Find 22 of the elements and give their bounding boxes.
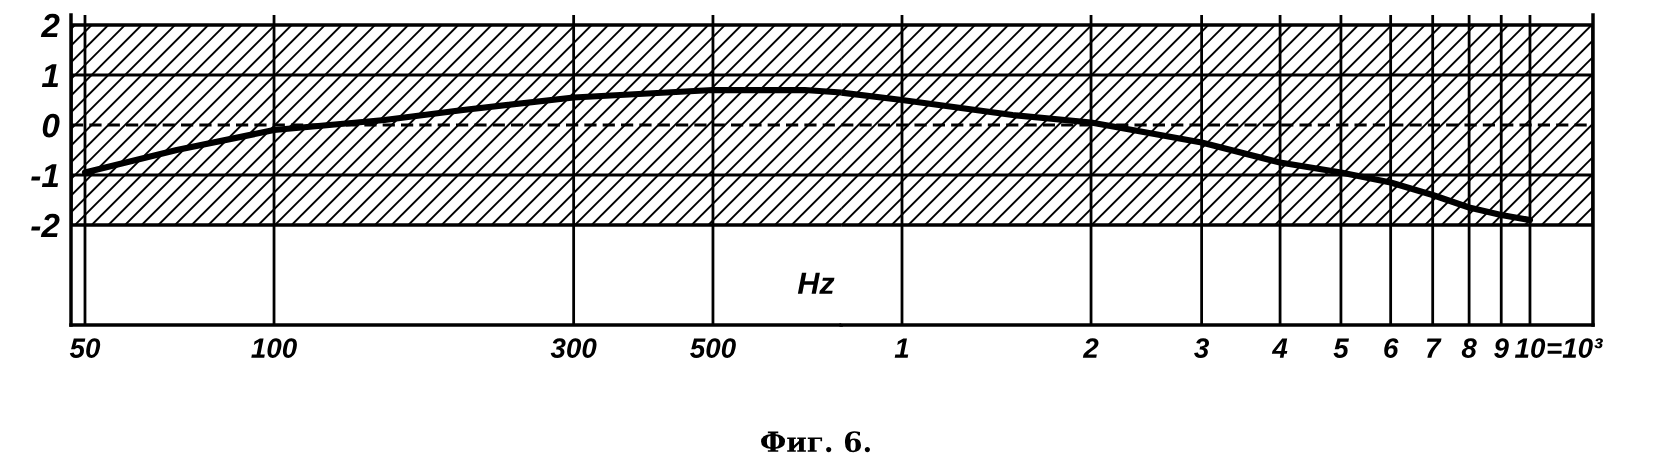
x-tick-label: 3 [1194, 338, 1210, 358]
x-tick-label: 6 [1384, 338, 1399, 358]
x-tick-label: 5 [1333, 338, 1349, 358]
x-tick-label: 500 [690, 338, 736, 358]
x-tick-label: 2 [1082, 338, 1099, 358]
x-tick-label: 300 [550, 338, 597, 358]
x-tick-label: 8 [1461, 338, 1477, 358]
y-tick-label: 0 [42, 113, 60, 138]
x-tick-label: 7 [1426, 338, 1442, 358]
y-tick-label: -1 [31, 164, 59, 188]
x-tick-label: 9 [1494, 338, 1509, 358]
x-axis-title: Hz [797, 272, 835, 294]
y-tick-label: -2 [31, 213, 60, 238]
x-tick-label: 10 [1514, 338, 1546, 358]
y-tick-label: 1 [41, 64, 59, 88]
x-axis-title: =10³ [1547, 338, 1603, 358]
x-tick-label: 100 [251, 338, 297, 358]
x-tick-label: 4 [1271, 338, 1288, 358]
text: Фиг. 6. [761, 431, 870, 453]
x-tick-label: 1 [894, 338, 909, 358]
y-tick-label: 2 [40, 13, 60, 38]
x-tick-label: 50 [69, 338, 101, 358]
